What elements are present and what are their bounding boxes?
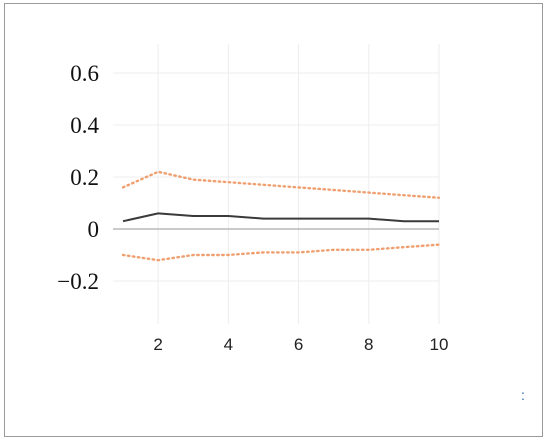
x-tick-label: 4 bbox=[224, 335, 233, 354]
series-layer bbox=[121, 170, 441, 262]
x-tick-label: 10 bbox=[430, 335, 449, 354]
x-axis-ticks: 2 4 6 8 10 bbox=[153, 335, 448, 354]
y-tick-label: 0.2 bbox=[70, 165, 99, 190]
chart-frame: 0.6 0.4 0.2 0 −0.2 2 4 6 8 10 : bbox=[4, 3, 543, 437]
corner-mark: : bbox=[521, 387, 525, 403]
y-tick-label: 0.4 bbox=[70, 113, 99, 138]
mean-series bbox=[122, 212, 439, 223]
x-tick-label: 2 bbox=[153, 335, 162, 354]
y-tick-label: 0 bbox=[88, 217, 100, 242]
vertical-gridlines bbox=[157, 44, 440, 324]
x-tick-label: 8 bbox=[364, 335, 373, 354]
y-axis-ticks: 0.6 0.4 0.2 0 −0.2 bbox=[57, 61, 99, 294]
horizontal-gridlines bbox=[113, 72, 439, 282]
y-tick-label: −0.2 bbox=[57, 269, 99, 294]
x-tick-label: 6 bbox=[294, 335, 303, 354]
upper-bound-series bbox=[121, 170, 441, 200]
lower-bound-series bbox=[121, 243, 441, 262]
y-tick-label: 0.6 bbox=[70, 61, 99, 86]
line-chart: 0.6 0.4 0.2 0 −0.2 2 4 6 8 10 : bbox=[57, 44, 525, 403]
